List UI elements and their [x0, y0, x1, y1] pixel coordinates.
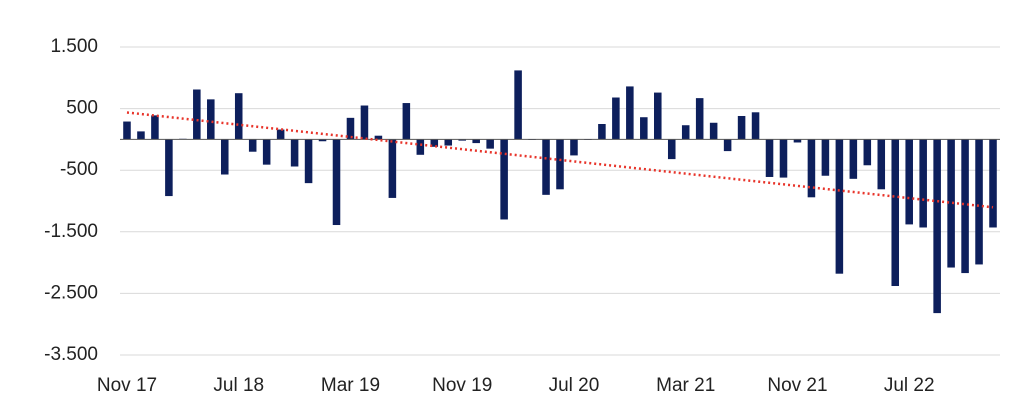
- bar: [388, 139, 397, 198]
- x-tick-label: Nov 21: [767, 375, 827, 396]
- y-tick-label: -1.500: [44, 221, 98, 242]
- bar: [248, 139, 257, 152]
- bar: [947, 139, 955, 268]
- bar: [807, 139, 816, 198]
- bar: [165, 139, 173, 197]
- bar: [695, 98, 704, 140]
- y-tick-label: -3.500: [44, 344, 98, 365]
- bar: [667, 139, 676, 160]
- x-tick-label: Mar 19: [321, 375, 380, 396]
- bar: [751, 112, 760, 140]
- bar: [723, 139, 732, 152]
- bar: [835, 139, 844, 274]
- bar: [430, 139, 439, 147]
- bar: [626, 86, 634, 140]
- bar: [821, 139, 830, 176]
- y-tick-label: -2.500: [44, 282, 98, 303]
- bar: [863, 139, 872, 166]
- bar: [514, 70, 522, 140]
- bar: [318, 139, 327, 142]
- bar: [444, 139, 453, 146]
- bar: [486, 139, 494, 149]
- bar: [849, 139, 858, 179]
- bar: [919, 139, 927, 228]
- bar: [276, 129, 285, 140]
- bar: [416, 139, 425, 155]
- bar: [975, 139, 983, 265]
- bar: [556, 139, 564, 190]
- bar: [765, 139, 774, 177]
- bar: [374, 135, 383, 140]
- bar: [681, 125, 690, 140]
- bar: [402, 103, 411, 140]
- bar: [612, 97, 620, 140]
- bar: [793, 139, 802, 143]
- bar: [290, 139, 299, 167]
- bar: [737, 115, 746, 140]
- bar: [640, 117, 648, 140]
- bar: [500, 139, 508, 220]
- bar: [304, 139, 313, 184]
- bar: [542, 139, 550, 195]
- bar: [262, 139, 271, 165]
- bar: [123, 121, 131, 140]
- bar: [905, 139, 913, 225]
- bar: [220, 139, 229, 175]
- bar: [193, 89, 201, 140]
- bar: [961, 139, 969, 274]
- bar: [151, 115, 159, 140]
- bar: [877, 139, 886, 190]
- bar: [458, 139, 466, 141]
- x-tick-label: Mar 21: [656, 375, 715, 396]
- bar: [332, 139, 341, 226]
- x-tick-label: Nov 19: [432, 375, 492, 396]
- bar: [989, 139, 997, 228]
- bar: [472, 139, 480, 144]
- bar: [891, 139, 900, 287]
- bar: [570, 139, 578, 156]
- bar: [709, 122, 718, 140]
- bar: [598, 124, 606, 140]
- y-tick-label: 500: [66, 98, 98, 119]
- y-tick-label: -500: [60, 159, 98, 180]
- bar: [207, 99, 215, 140]
- bar: [346, 117, 355, 140]
- trend-line: [126, 111, 994, 209]
- bar: [779, 139, 788, 178]
- y-tick-label: 1.500: [50, 36, 98, 57]
- bar: [360, 105, 369, 140]
- bar: [234, 93, 243, 140]
- x-tick-label: Nov 17: [97, 375, 157, 396]
- x-tick-label: Jul 20: [549, 375, 600, 396]
- bar: [654, 92, 662, 140]
- x-tick-label: Jul 22: [884, 375, 935, 396]
- x-tick-label: Jul 18: [213, 375, 264, 396]
- bar: [933, 139, 941, 314]
- bar: [137, 131, 145, 140]
